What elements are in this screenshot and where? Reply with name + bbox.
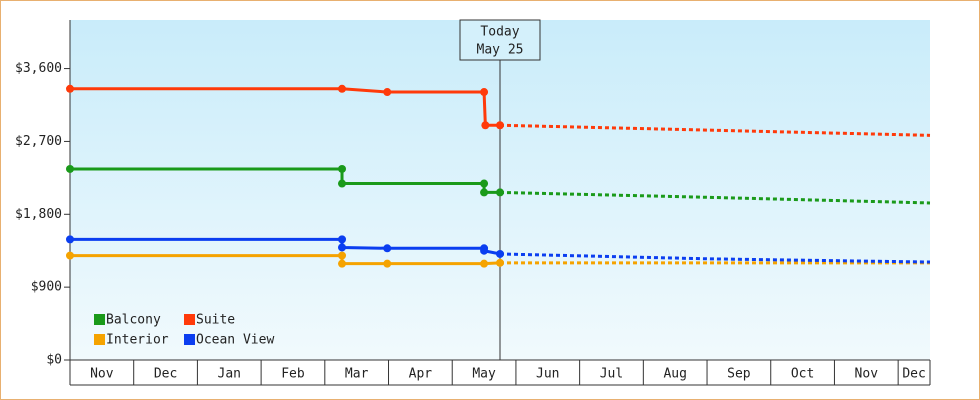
price-point bbox=[383, 244, 392, 253]
x-tick-label: Nov bbox=[855, 367, 879, 382]
x-tick-label: Aug bbox=[663, 367, 686, 382]
legend-swatch bbox=[94, 314, 105, 325]
y-tick-label: $900 bbox=[31, 280, 62, 295]
price-point bbox=[66, 84, 74, 93]
x-tick-label: Jan bbox=[218, 367, 241, 382]
x-tick-label: Oct bbox=[791, 367, 814, 382]
price-point bbox=[338, 179, 347, 188]
legend-swatch bbox=[94, 334, 105, 345]
price-point bbox=[480, 246, 489, 255]
y-tick-label: $3,600 bbox=[15, 61, 62, 76]
legend-label: Suite bbox=[196, 313, 235, 328]
price-point bbox=[481, 121, 490, 130]
x-tick-label: Dec bbox=[154, 367, 177, 382]
price-point bbox=[338, 164, 347, 173]
x-tick-label: Nov bbox=[90, 367, 114, 382]
price-point bbox=[496, 121, 504, 130]
y-tick-label: $1,800 bbox=[15, 207, 62, 222]
price-point bbox=[66, 235, 74, 244]
price-point bbox=[338, 243, 347, 252]
price-point bbox=[338, 251, 347, 260]
legend-swatch bbox=[184, 314, 195, 325]
x-tick-label: Sep bbox=[727, 367, 751, 382]
y-tick-label: $0 bbox=[46, 353, 62, 368]
price-point bbox=[338, 259, 347, 268]
x-tick-label: Mar bbox=[345, 367, 369, 382]
legend-label: Interior bbox=[106, 333, 169, 348]
price-point bbox=[480, 259, 489, 268]
x-tick-label: Jul bbox=[600, 367, 623, 382]
price-point bbox=[496, 188, 504, 197]
price-point bbox=[496, 258, 504, 267]
price-point bbox=[383, 88, 392, 97]
today-box bbox=[459, 19, 541, 61]
price-point bbox=[66, 164, 74, 173]
x-tick-label: Jun bbox=[536, 367, 559, 382]
x-tick-label: May bbox=[472, 367, 496, 382]
price-point bbox=[338, 235, 347, 244]
price-point bbox=[383, 259, 392, 268]
price-point bbox=[66, 251, 74, 260]
price-point bbox=[480, 188, 489, 197]
y-tick-label: $2,700 bbox=[15, 134, 62, 149]
x-tick-label: Apr bbox=[409, 367, 433, 382]
price-point bbox=[338, 84, 347, 93]
today-label: Today bbox=[480, 25, 519, 40]
price-point bbox=[496, 249, 504, 258]
x-tick-label: Dec bbox=[902, 367, 925, 382]
today-date: May 25 bbox=[477, 43, 524, 58]
price-point bbox=[480, 88, 489, 97]
x-tick-label: Feb bbox=[281, 367, 305, 382]
legend-label: Balcony bbox=[106, 313, 161, 328]
price-point bbox=[480, 179, 489, 188]
legend-label: Ocean View bbox=[196, 333, 274, 348]
legend-swatch bbox=[184, 334, 195, 345]
